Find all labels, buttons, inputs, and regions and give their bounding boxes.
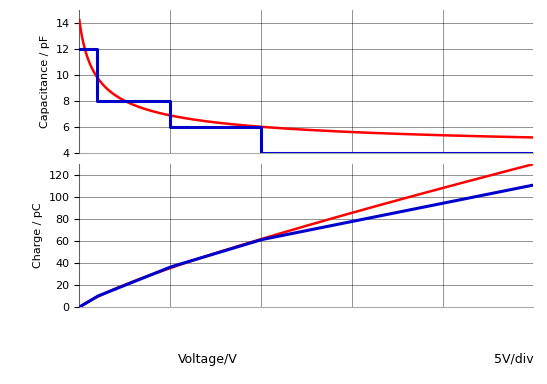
Text: Voltage/V: Voltage/V: [178, 353, 238, 366]
Y-axis label: Charge / pC: Charge / pC: [33, 203, 43, 268]
Y-axis label: Capacitance / pF: Capacitance / pF: [40, 35, 50, 128]
Text: 5V/div: 5V/div: [494, 353, 533, 366]
